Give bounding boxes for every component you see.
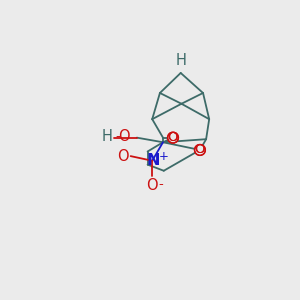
Text: O: O: [195, 143, 205, 157]
Text: O: O: [168, 131, 178, 144]
Circle shape: [168, 133, 178, 142]
Text: O: O: [195, 143, 205, 157]
Text: O: O: [117, 148, 128, 164]
Text: N: N: [146, 153, 160, 168]
Text: H: H: [176, 52, 187, 68]
Text: O: O: [168, 131, 178, 144]
Text: +: +: [158, 150, 168, 164]
Circle shape: [195, 145, 205, 155]
Text: O: O: [118, 129, 130, 144]
Text: O: O: [146, 178, 158, 194]
Text: H: H: [101, 129, 112, 144]
Text: -: -: [158, 178, 163, 191]
Text: -: -: [115, 130, 120, 142]
